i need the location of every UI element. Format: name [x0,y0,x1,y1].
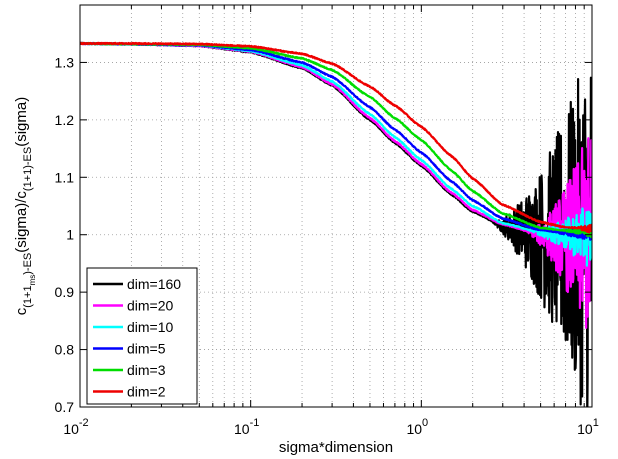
series-line-dim-2 [80,41,592,234]
legend: dim=160 dim=20 dim=10 dim=5 dim=3 dim=2 [86,267,198,405]
x-tick-base: 10 [577,421,593,437]
legend-label: dim=160 [127,276,181,292]
legend-label: dim=10 [127,319,174,335]
y-tick-label: 0.9 [55,284,75,300]
y-axis-label: c(1+1ms)-ES(sigma)/c(1+1)-ES(sigma) [13,97,37,316]
legend-label: dim=2 [127,384,166,400]
x-tick-exponent: 0 [422,417,428,429]
x-tick-label: 101 [577,417,599,437]
y-tick-label: 1 [66,227,74,243]
x-tick-label: 10-1 [234,417,259,437]
x-axis-label: sigma*dimension [279,439,393,456]
y-tick-label: 0.8 [55,342,75,358]
legend-label: dim=20 [127,298,174,314]
legend-label: dim=5 [127,341,166,357]
x-tick-base: 10 [406,421,422,437]
y-label-sub1: (1+1 [22,285,34,307]
y-label-sub2: (1+1)-ES [22,147,34,191]
x-tick-base: 10 [234,421,250,437]
y-tick-label: 0.7 [55,399,75,415]
x-tick-exponent: -2 [79,417,89,429]
y-tick-label: 1.1 [55,169,75,185]
plot-area [80,41,592,407]
y-tick-label: 1.3 [55,54,75,70]
series-lines [80,41,592,407]
tick-labels: 0.70.80.911.11.21.310-2 10-1 100 101 [55,54,599,437]
y-tick-label: 1.2 [55,112,75,128]
legend-label: dim=3 [127,362,166,378]
x-tick-base: 10 [63,421,79,437]
y-label-c1: c [13,307,30,315]
y-label-end: (sigma) [13,97,30,147]
y-label-subsub: ms [28,275,37,286]
axes [79,4,593,408]
y-label-sub1b: )-ES [22,253,34,275]
plot-frame [79,4,593,408]
y-label-mid: (sigma)/c [13,191,30,253]
legend-box [86,267,198,405]
x-tick-exponent: 1 [593,417,599,429]
x-tick-label: 10-2 [63,417,88,437]
x-tick-label: 100 [406,417,428,437]
x-tick-exponent: -1 [250,417,260,429]
